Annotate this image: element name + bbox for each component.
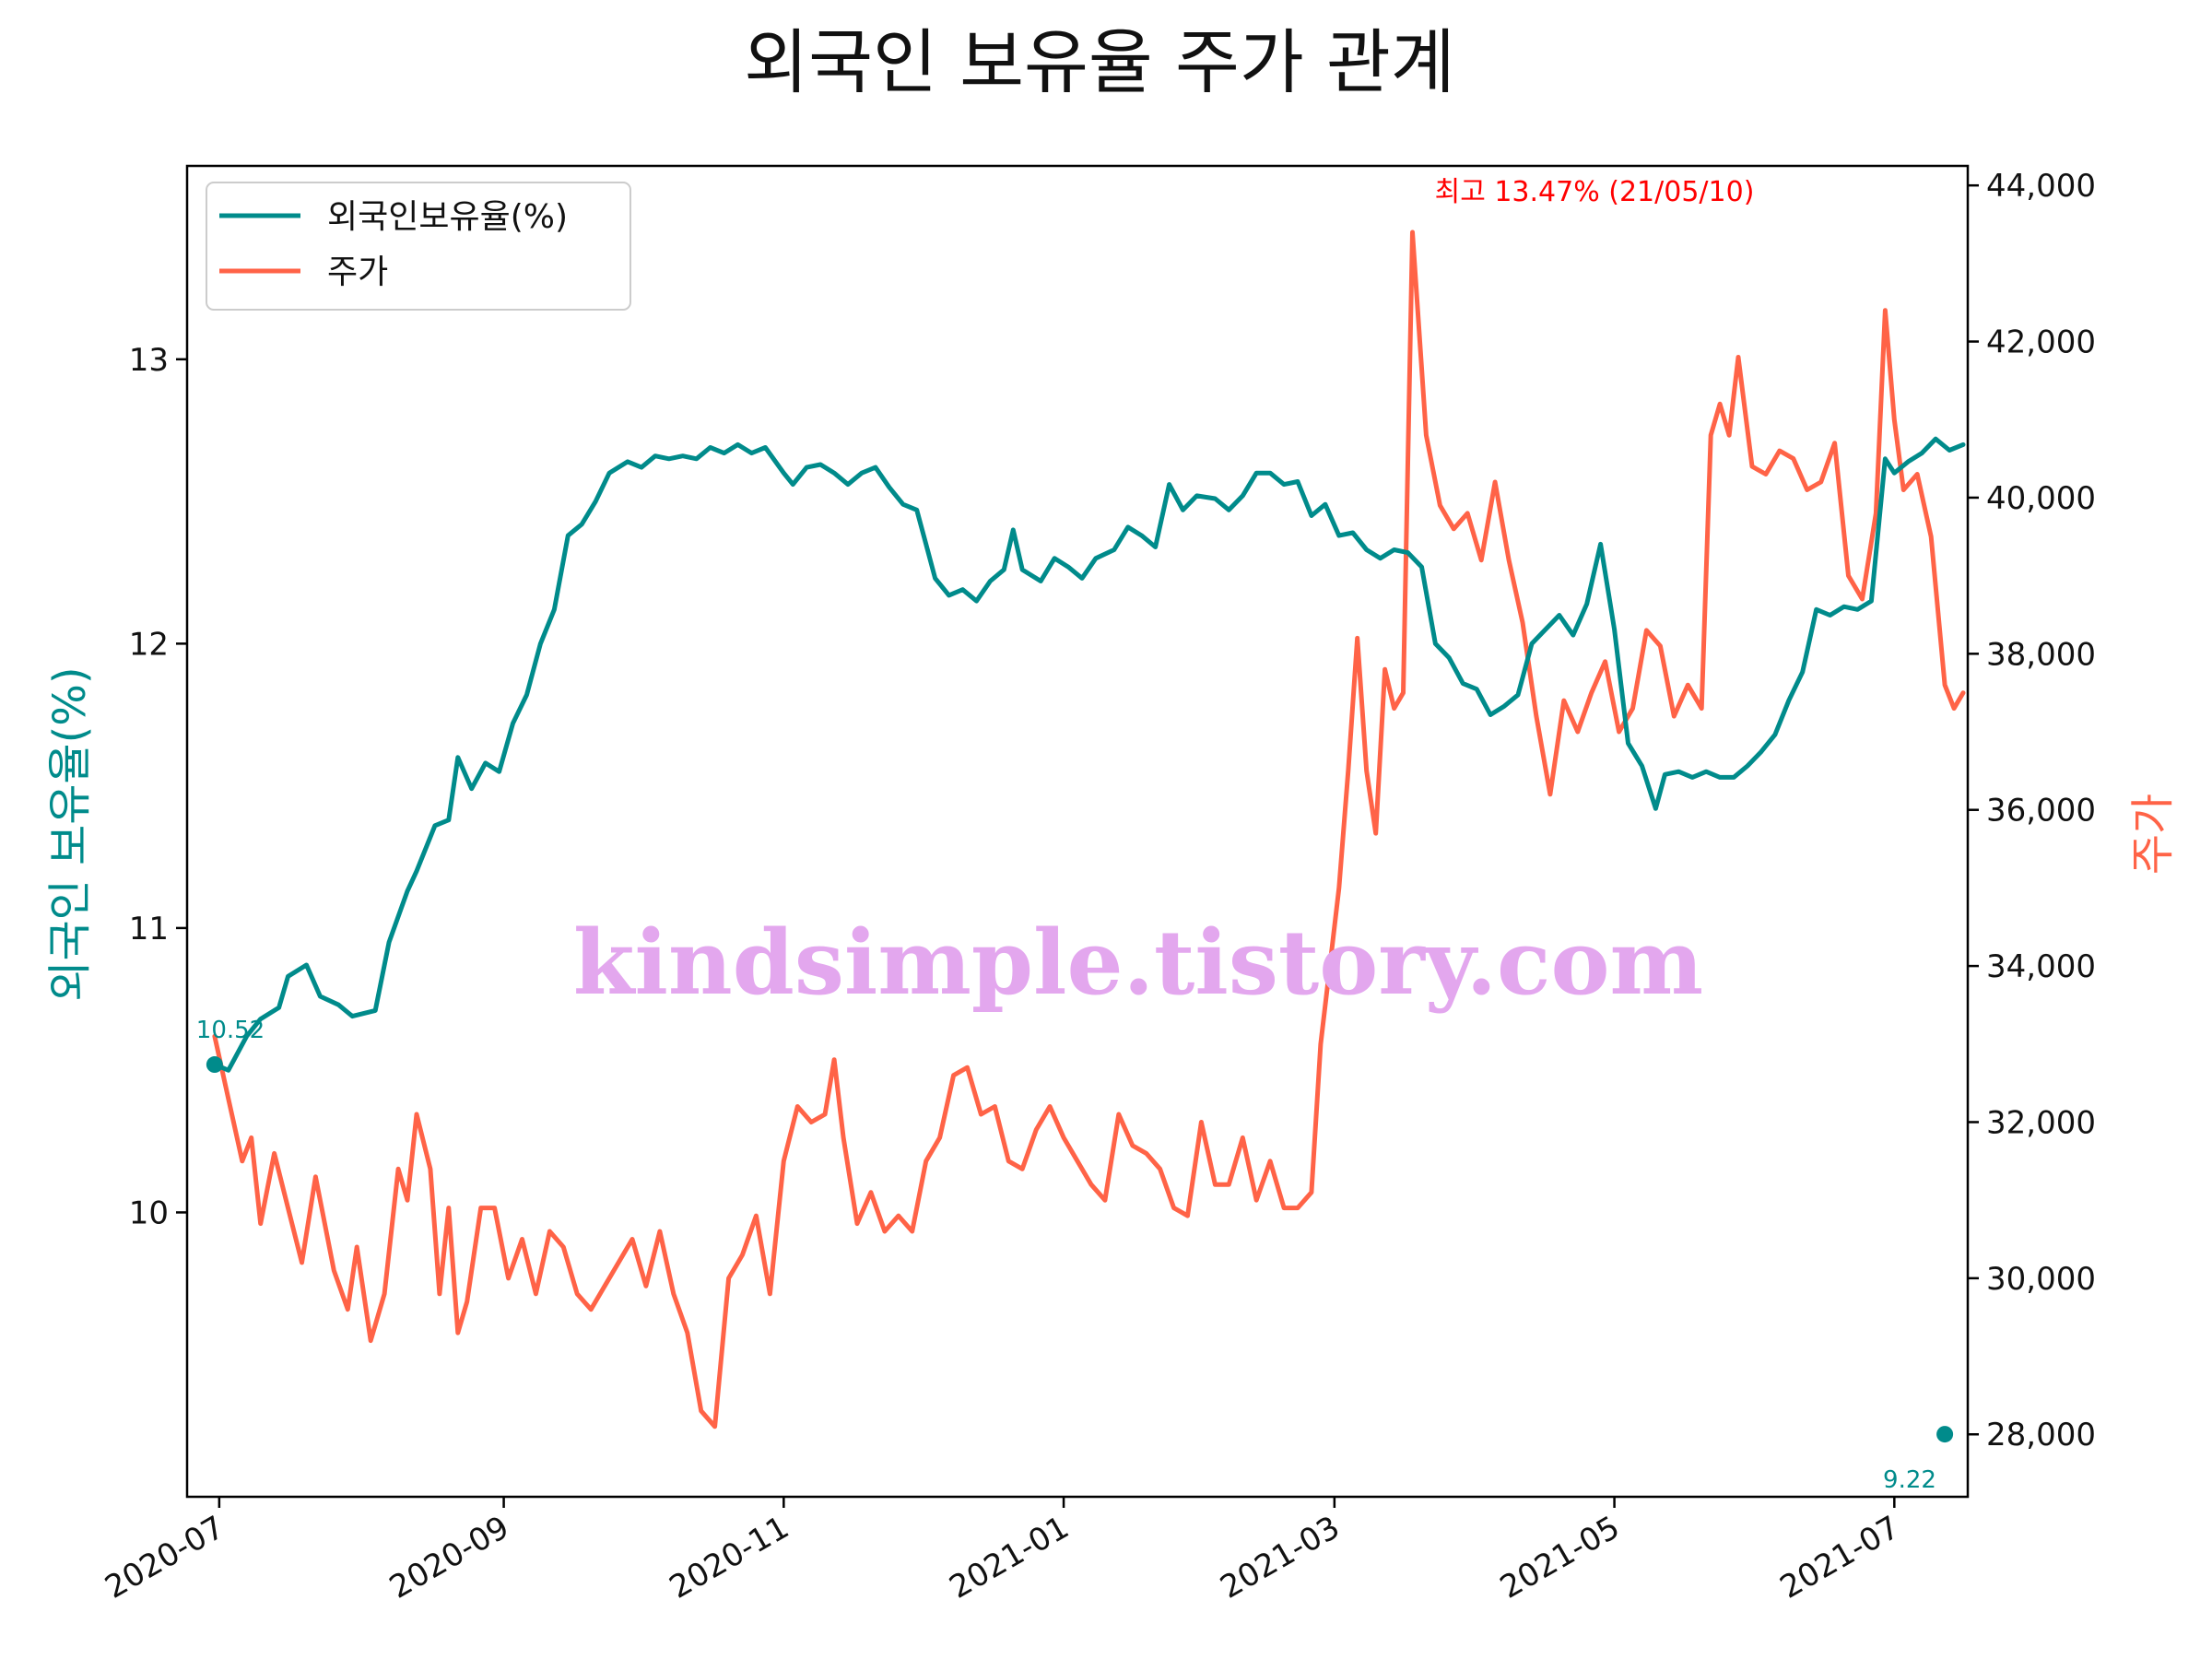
y2-tick-label-36,000: 36,000 xyxy=(1986,793,2096,830)
plot-frame xyxy=(185,164,1970,1499)
end-point-marker xyxy=(1936,1426,1954,1443)
y2-tick-label-44,000: 44,000 xyxy=(1986,168,2096,205)
x-tick-label-2021-07: 2021-07 xyxy=(1774,1509,1906,1606)
start-point-marker xyxy=(206,1056,223,1074)
legend-label-ratio: 외국인보유율(%) xyxy=(327,198,568,236)
peak-annotation: 최고 13.47% (21/05/10) xyxy=(1435,176,1755,208)
legend-label-price: 주가 xyxy=(327,253,388,291)
y2-tick-label-34,000: 34,000 xyxy=(1986,948,2096,985)
y2-axis-label: 주가 xyxy=(2127,794,2179,875)
y-axis-label: 외국인 보유율(%) xyxy=(44,666,96,1001)
end-value-label: 9.22 xyxy=(1883,1466,1936,1494)
y-tick-label-13: 13 xyxy=(129,342,169,379)
axes: 2020-07 2020-09 2020-11 2021-01 2021-03 2021-… xyxy=(99,168,2096,1606)
chart-title: 외국인 보유율 주가 관계 xyxy=(744,21,1455,103)
x-tick-label-2021-01: 2021-01 xyxy=(944,1509,1076,1606)
y2-tick-label-42,000: 42,000 xyxy=(1986,324,2096,361)
y2-tick-label-32,000: 32,000 xyxy=(1986,1104,2096,1141)
x-tick-label-2020-07: 2020-07 xyxy=(99,1509,230,1606)
y2-tick-label-28,000: 28,000 xyxy=(1986,1417,2096,1453)
start-value-label: 10.52 xyxy=(196,1017,265,1044)
series-line-price xyxy=(212,229,1966,1430)
x-tick-label-2020-11: 2020-11 xyxy=(664,1509,795,1606)
x-tick-label-2021-05: 2021-05 xyxy=(1494,1509,1626,1606)
legend-box xyxy=(206,182,631,311)
series-group xyxy=(206,229,1966,1443)
legend: 외국인보유율(%) 주가 xyxy=(206,182,631,311)
y-tick-label-10: 10 xyxy=(129,1194,169,1231)
y-tick-label-11: 11 xyxy=(129,911,169,947)
y2-tick-label-38,000: 38,000 xyxy=(1986,636,2096,673)
watermark: kindsimple.tistory.com xyxy=(573,911,1703,1015)
y-tick-label-12: 12 xyxy=(129,626,169,663)
y2-tick-label-30,000: 30,000 xyxy=(1986,1261,2096,1298)
series-line-ratio xyxy=(212,436,1966,1073)
y2-tick-label-40,000: 40,000 xyxy=(1986,480,2096,517)
x-tick-label-2020-09: 2020-09 xyxy=(383,1509,515,1606)
x-tick-label-2021-03: 2021-03 xyxy=(1214,1509,1346,1606)
